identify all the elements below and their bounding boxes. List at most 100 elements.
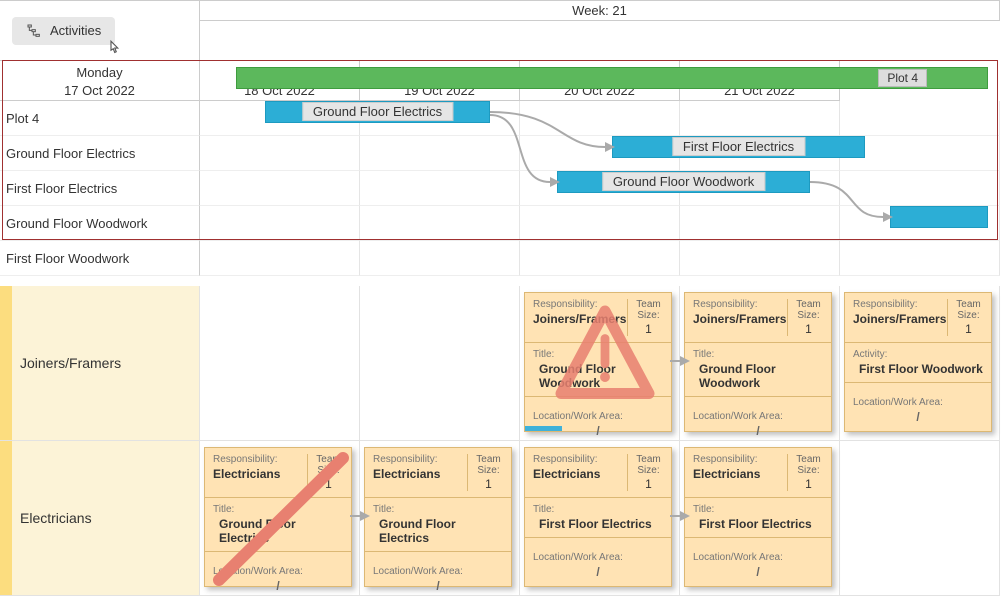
card-teamsize-label: Team Size: — [954, 299, 983, 321]
card-teamsize-label: Team Size: — [474, 454, 503, 476]
task-card[interactable]: Responsibility: Electricians Team Size: … — [684, 447, 832, 587]
card-title-label: Title: — [693, 504, 823, 515]
card-location-label: Location/Work Area: — [373, 566, 503, 577]
card-teamsize-value: 1 — [634, 323, 663, 336]
gantt-cell — [520, 241, 680, 276]
card-location-label: Location/Work Area: — [533, 552, 663, 563]
card-location-label: Location/Work Area: — [213, 566, 343, 577]
gantt-cell — [200, 171, 360, 206]
gantt-cell — [200, 241, 360, 276]
task-card[interactable]: Responsibility: Electricians Team Size: … — [364, 447, 512, 587]
resource-cell: Responsibility: Electricians Team Size: … — [200, 441, 360, 596]
card-teamsize-label: Team Size: — [314, 454, 343, 476]
card-responsibility-label: Responsibility: — [213, 454, 280, 465]
task-card[interactable]: Responsibility: Joiners/Framers Team Siz… — [684, 292, 832, 432]
gantt-cell — [680, 241, 840, 276]
task-label: Ground Floor Woodwork — [602, 172, 765, 191]
card-teamsize-label: Team Size: — [634, 299, 663, 321]
resource-row-label: Electricians — [0, 441, 200, 596]
card-responsibility-value: Electricians — [213, 467, 280, 481]
activities-label: Activities — [50, 23, 101, 38]
card-responsibility-label: Responsibility: — [693, 454, 760, 465]
task-card-cancelled[interactable]: Responsibility: Electricians Team Size: … — [204, 447, 352, 587]
gantt-cell — [840, 101, 1000, 136]
card-responsibility-value: Electricians — [693, 467, 760, 481]
card-title-label: Title: — [373, 504, 503, 515]
gantt-cell — [360, 136, 520, 171]
card-responsibility-label: Responsibility: — [533, 299, 626, 310]
card-teamsize-label: Team Size: — [794, 299, 823, 321]
card-title-label: Activity: — [853, 349, 983, 360]
resource-cell: Responsibility: Joiners/Framers Team Siz… — [520, 286, 680, 441]
card-location-value: / — [373, 579, 503, 593]
resource-name: Electricians — [20, 510, 92, 526]
gantt-cell — [680, 101, 840, 136]
resource-name: Joiners/Framers — [20, 355, 121, 371]
gantt-row-label: Plot 4 — [0, 101, 200, 136]
card-location-label: Location/Work Area: — [853, 397, 983, 408]
task-card[interactable]: Responsibility: Joiners/Framers Team Siz… — [844, 292, 992, 432]
gantt-grid: Plot 4 Ground Floor Electrics First Floo… — [0, 101, 1000, 276]
card-title-label: Title: — [693, 349, 823, 360]
task-bar-ffw[interactable] — [890, 206, 988, 228]
gantt-row-label: Ground Floor Electrics — [0, 136, 200, 171]
gantt-cell — [680, 206, 840, 241]
card-location-label: Location/Work Area: — [693, 552, 823, 563]
card-teamsize-value: 1 — [954, 323, 983, 336]
resource-cell — [200, 286, 360, 441]
task-label: First Floor Electrics — [672, 137, 805, 156]
card-responsibility-value: Joiners/Framers — [853, 312, 946, 326]
card-teamsize-label: Team Size: — [634, 454, 663, 476]
card-location-value: / — [693, 424, 823, 438]
gantt-cell — [360, 171, 520, 206]
card-location-value: / — [693, 565, 823, 579]
card-title-value: First Floor Woodwork — [853, 362, 983, 376]
card-title-value: Ground Floor Woodwork — [693, 362, 823, 390]
card-responsibility-value: Joiners/Framers — [693, 312, 786, 326]
card-responsibility-label: Responsibility: — [693, 299, 786, 310]
activities-cell: Activities — [0, 1, 200, 61]
gantt-cell — [520, 101, 680, 136]
card-responsibility-value: Electricians — [533, 467, 600, 481]
plot-bar[interactable]: Plot 4 — [236, 67, 988, 89]
plot-bar-label: Plot 4 — [878, 69, 927, 87]
card-location-value: / — [853, 410, 983, 424]
hierarchy-icon — [26, 23, 42, 39]
day-date: 17 Oct 2022 — [0, 82, 199, 100]
card-teamsize-value: 1 — [634, 478, 663, 491]
card-location-label: Location/Work Area: — [533, 411, 663, 422]
card-title-value: Ground Floor Electrics — [373, 517, 503, 545]
resource-cell: Responsibility: Joiners/Framers Team Siz… — [840, 286, 1000, 441]
resource-grid: Joiners/Framers Responsibility: Joiners/… — [0, 286, 1000, 596]
task-card-warning[interactable]: Responsibility: Joiners/Framers Team Siz… — [524, 292, 672, 432]
gantt-row-label: First Floor Woodwork — [0, 241, 200, 276]
card-title-value: Ground Floor Woodwork — [533, 362, 663, 390]
task-bar-ffe[interactable]: First Floor Electrics — [612, 136, 865, 158]
card-location-label: Location/Work Area: — [693, 411, 823, 422]
card-title-value: First Floor Electrics — [533, 517, 663, 531]
card-responsibility-label: Responsibility: — [853, 299, 946, 310]
card-responsibility-value: Electricians — [373, 467, 440, 481]
card-title-value: First Floor Electrics — [693, 517, 823, 531]
resource-cell: Responsibility: Joiners/Framers Team Siz… — [680, 286, 840, 441]
week-header: Week: 21 — [200, 1, 1000, 21]
task-bar-gfw[interactable]: Ground Floor Woodwork — [557, 171, 810, 193]
gantt-cell — [840, 241, 1000, 276]
task-bar-gfe[interactable]: Ground Floor Electrics — [265, 101, 490, 123]
card-title-label: Title: — [533, 349, 663, 360]
card-teamsize-label: Team Size: — [794, 454, 823, 476]
card-teamsize-value: 1 — [474, 478, 503, 491]
day-header-mon: Monday 17 Oct 2022 — [0, 61, 200, 101]
card-teamsize-value: 1 — [794, 478, 823, 491]
gantt-cell — [200, 136, 360, 171]
card-location-value: / — [213, 579, 343, 593]
card-progress-bar — [525, 426, 562, 431]
activities-button[interactable]: Activities — [12, 17, 115, 45]
gantt-cell — [200, 206, 360, 241]
task-card[interactable]: Responsibility: Electricians Team Size: … — [524, 447, 672, 587]
resource-cell — [840, 441, 1000, 596]
resource-row-label: Joiners/Framers — [0, 286, 200, 441]
gantt-row-label: First Floor Electrics — [0, 171, 200, 206]
card-responsibility-label: Responsibility: — [373, 454, 440, 465]
card-title-label: Title: — [213, 504, 343, 515]
